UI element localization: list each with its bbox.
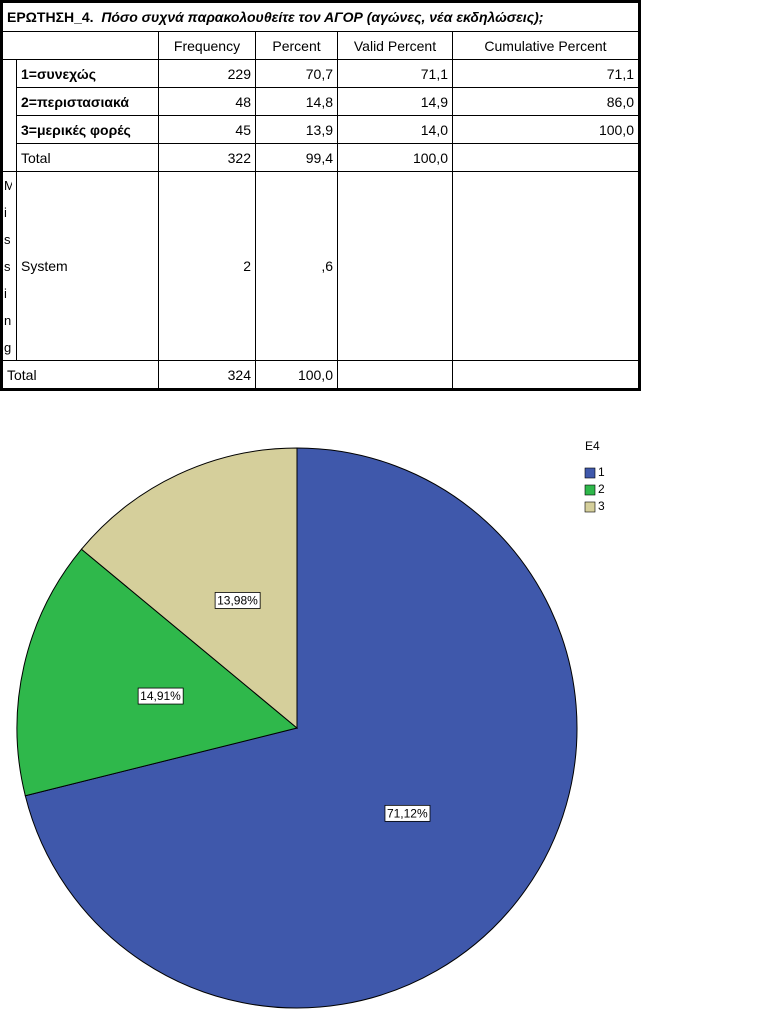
pie-chart: 71,12% 14,91% 13,98% E4 1 2 3 <box>16 439 605 1009</box>
pie-slice <box>16 548 299 797</box>
table-cell: 100,0 <box>337 143 453 172</box>
column-header: Valid Percent <box>337 31 453 60</box>
valid-row: 3=μερικές φορές 45 13,9 14,0 100,0 <box>2 115 640 144</box>
table-cell: 70,7 <box>255 59 338 88</box>
title-row: ΕΡΩΤΗΣΗ_4. Πόσο συχνά παρακολουθείτε τον… <box>1 1 640 32</box>
title-cell: ΕΡΩΤΗΣΗ_4. Πόσο συχνά παρακολουθείτε τον… <box>1 1 640 32</box>
table-cell <box>452 143 640 172</box>
legend-label: 2 <box>598 482 605 496</box>
table-cell: 99,4 <box>255 143 338 172</box>
legend-label: 1 <box>598 465 605 479</box>
table-cell: 86,0 <box>452 87 640 116</box>
column-header: Frequency <box>158 31 256 60</box>
header-corner <box>1 31 159 60</box>
legend-swatch <box>584 467 596 479</box>
table-cell: 14,9 <box>337 87 453 116</box>
slice-label: 14,91% <box>140 689 181 703</box>
total-row: Total 324 100,0 <box>1 360 640 390</box>
title-question: Πόσο συχνά παρακολουθείτε τον ΑΓΟΡ (αγών… <box>101 9 544 25</box>
group-cell <box>1 59 17 172</box>
pie-slice <box>80 447 298 730</box>
table-cell <box>452 360 640 390</box>
row-label: System <box>16 171 159 361</box>
title-code: ΕΡΩΤΗΣΗ_4. <box>7 9 94 25</box>
table-cell: 2 <box>158 171 256 361</box>
valid-row: 1=συνεχώς 229 70,7 71,1 71,1 <box>1 59 640 172</box>
group-cell: Missing <box>1 171 17 361</box>
header-row: Frequency Percent Valid Percent Cumulative … <box>1 31 640 60</box>
table-cell: 48 <box>158 87 256 116</box>
row-label: 1=συνεχώς <box>16 59 159 88</box>
table-cell <box>452 171 640 361</box>
table-cell <box>337 360 453 390</box>
column-header: Cumulative Percent <box>452 31 640 60</box>
table-cell: 322 <box>158 143 256 172</box>
table-cell: 71,1 <box>337 59 453 88</box>
table-cell: 324 <box>158 360 256 390</box>
table-cell: 71,1 <box>452 59 640 88</box>
pie-slice <box>24 447 578 1009</box>
legend-swatch <box>584 501 596 513</box>
missing-label: Missing <box>4 178 12 355</box>
table-cell: 14,8 <box>255 87 338 116</box>
row-label: 3=μερικές φορές <box>16 115 159 144</box>
row-label: 2=περιστασιακά <box>16 87 159 116</box>
table-cell: ,6 <box>255 171 338 361</box>
slice-label-box <box>384 804 431 822</box>
table-cell: 100,0 <box>255 360 338 390</box>
table-cell: 229 <box>158 59 256 88</box>
table-cell: 13,9 <box>255 115 338 144</box>
valid-row: 2=περιστασιακά 48 14,8 14,9 86,0 <box>2 87 640 116</box>
table-body: ΕΡΩΤΗΣΗ_4. Πόσο συχνά παρακολουθείτε τον… <box>1 1 640 390</box>
valid-row: Total 322 99,4 100,0 <box>2 143 640 172</box>
slice-label: 71,12% <box>387 806 428 820</box>
table-cell: 100,0 <box>452 115 640 144</box>
legend-title: E4 <box>585 439 600 453</box>
table-cell: 45 <box>158 115 256 144</box>
legend-label: 3 <box>598 499 605 513</box>
slice-label-box <box>214 592 261 609</box>
slice-label-box <box>137 687 184 705</box>
slice-label: 13,98% <box>217 593 258 607</box>
table-cell <box>337 171 453 361</box>
legend-swatch <box>584 484 596 496</box>
column-header: Percent <box>255 31 338 60</box>
table-cell: 14,0 <box>337 115 453 144</box>
row-label: Total <box>1 360 159 390</box>
row-label: Total <box>16 143 159 172</box>
frequency-table: ΕΡΩΤΗΣΗ_4. Πόσο συχνά παρακολουθείτε τον… <box>0 0 641 391</box>
